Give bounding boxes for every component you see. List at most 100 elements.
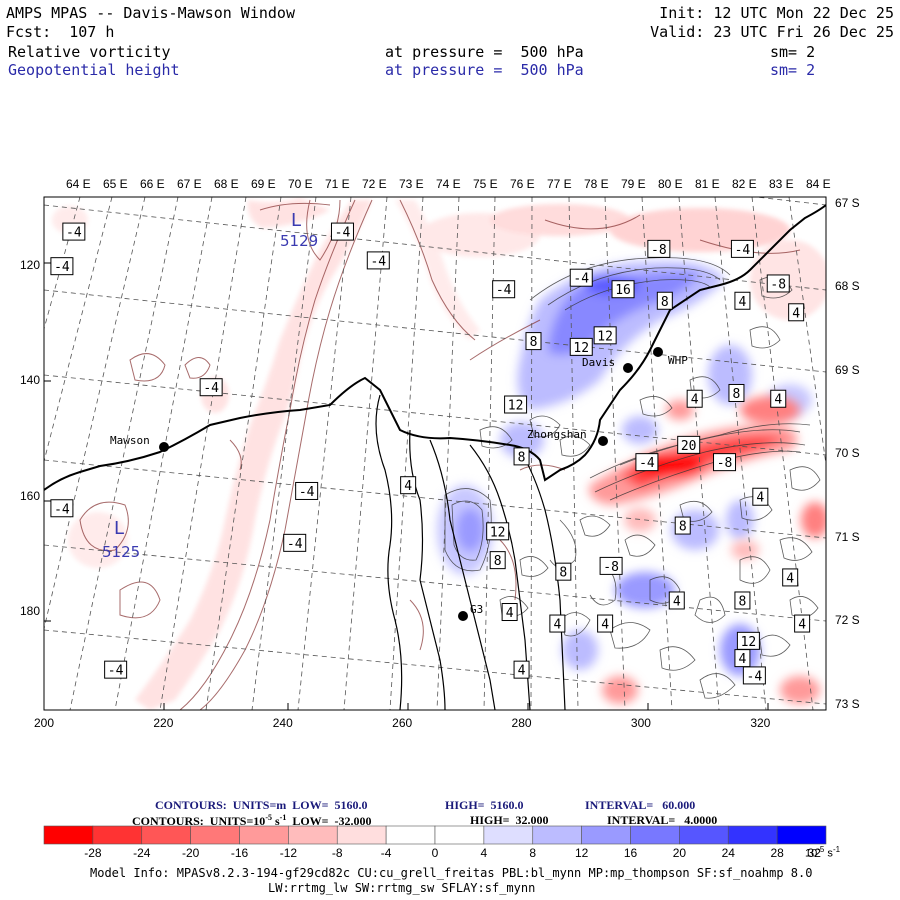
contour-label: 4 [513,660,530,679]
height-contour-units: CONTOURS: UNITS=m LOW= 5160.0 [155,798,368,812]
contour-label-text: -4 [496,283,512,298]
longitude-label: 80 E [658,177,683,191]
field2-name: Geopotential height [8,61,180,79]
longitude-label: 78 E [584,177,609,191]
positive-vorticity-field [437,261,812,676]
colorbar-swatch [483,825,534,845]
contour-label: 8 [734,591,751,610]
longitude-label: 79 E [621,177,646,191]
contour-label-text: 8 [518,450,526,465]
contour-label: 20 [677,435,701,454]
vort-contour-interval: INTERVAL= 4.0000 [607,813,718,827]
contour-label-text: 8 [494,554,502,569]
longitude-label: 83 E [769,177,794,191]
contour-label-text: 4 [798,618,806,633]
contour-label: 4 [686,389,703,408]
contour-label: 12 [593,326,617,345]
contour-label-text: 4 [756,491,764,506]
contour-label-text: 8 [733,387,741,402]
contour-label: 4 [788,303,805,322]
longitude-label: 64 E [66,177,91,191]
contour-label: -4 [50,499,74,518]
contour-label-text: 8 [679,520,687,535]
field1-name: Relative vorticity [8,43,171,61]
station-davis-label: Davis [582,356,615,369]
colorbar-tick: -20 [181,846,200,860]
contour-label: 4 [400,476,417,495]
colorbar-swatch [679,825,729,845]
longitude-label: 75 E [473,177,498,191]
contour-label-text: 8 [661,295,669,310]
latitude-label: 67 S [835,196,860,210]
contour-label-text: 4 [739,652,747,667]
contour-label-text: 8 [739,594,747,609]
contour-label-text: 16 [615,283,631,298]
contour-label: 12 [569,337,593,356]
contour-label-text: -4 [335,226,351,241]
contour-label: -4 [50,257,74,276]
x-tick-label: 200 [33,716,55,730]
plot-frame [43,196,827,711]
contour-label: 8 [513,447,530,466]
contour-label: 4 [597,614,614,633]
longitude-label: 72 E [362,177,387,191]
latitude-label: 70 S [835,446,860,460]
contour-label: -4 [283,533,307,552]
contour-label: 4 [549,614,566,633]
colorbar-tick: 16 [623,846,638,860]
colorbar-swatch [727,825,778,845]
low-2-letter: L [114,518,124,539]
colorbar-tick: -12 [279,846,298,860]
contour-label-text: -4 [54,260,70,275]
contour-label-text: -8 [651,243,667,258]
model-info-line1: Model Info: MPASv8.2.3-194-gf29cd82c CU:… [90,866,813,880]
colorbar-tick: 20 [672,846,687,860]
contour-label: 8 [525,332,542,351]
colorbar-tick: -16 [230,846,249,860]
longitude-label: 71 E [325,177,350,191]
contour-label: 8 [489,551,506,570]
contour-label-text: 8 [559,566,567,581]
colorbar-swatch [43,825,94,845]
plot-title: AMPS MPAS -- Davis-Mawson Window [6,4,295,22]
contour-label-text: -4 [299,485,315,500]
contour-label-text: -4 [573,272,589,287]
field1-pressure: at pressure = 500 hPa [385,43,584,61]
contour-label: 4 [770,389,787,408]
longitude-label: 67 E [177,177,202,191]
contour-label: -4 [742,666,766,685]
contour-label: 12 [736,631,760,650]
low-centers: L 5129 L 5125 [102,210,318,561]
contour-label-text: 4 [691,393,699,408]
contour-label-text: -8 [717,456,733,471]
contour-label-text: 4 [774,393,782,408]
contour-label-text: 12 [573,341,589,356]
station-mawson-label: Mawson [110,434,150,447]
contour-label: 4 [734,291,751,310]
contour-label-text: 4 [518,664,526,679]
y-tick-label: 140 [19,373,40,388]
colorbar-tick: 8 [529,846,537,860]
contour-label-text: 12 [490,525,506,540]
longitude-label: 70 E [288,177,313,191]
longitude-label: 73 E [399,177,424,191]
y-tick-label: 160 [19,488,40,503]
colorbar-tick: 28 [770,846,784,860]
contour-label-text: 4 [553,618,561,633]
colorbar-tick: 12 [574,846,589,860]
contour-labels: -4 -4 -4 -4 -4 -4 -8 -4 -8 16 8 4 4 8 12 12 -4 12 4 8 4 8 20 -4… [50,222,811,685]
colorbar-tick: 0 [431,846,439,860]
contour-label: 4 [501,603,518,622]
longitude-label: 66 E [140,177,165,191]
colorbar-swatch [385,825,436,845]
contour-label: -8 [766,274,790,293]
height-contours [79,199,801,710]
colorbar-tick: -4 [380,846,392,860]
low-1-value: 5129 [280,232,318,250]
contour-label-text: -8 [603,560,619,575]
station-markers [159,347,663,621]
contour-label: -4 [569,268,593,287]
contour-label: 8 [555,562,572,581]
contour-label-text: -4 [108,664,124,679]
